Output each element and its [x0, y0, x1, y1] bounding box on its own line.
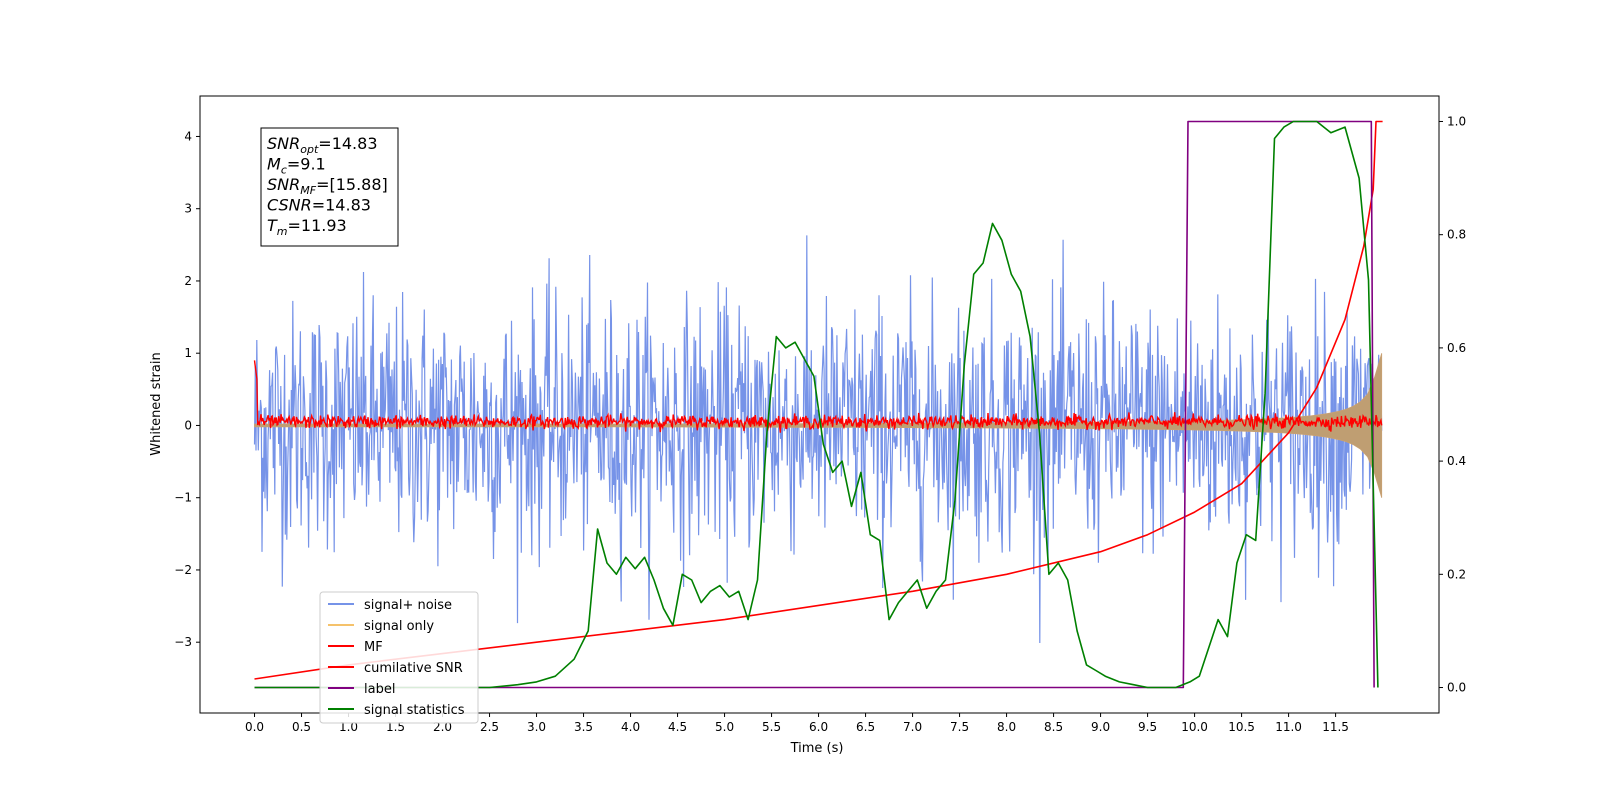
- y-tick-label: 2: [184, 274, 192, 288]
- x-tick-label: 9.0: [1091, 720, 1110, 734]
- y-tick-label: −2: [174, 563, 192, 577]
- y2-tick-label: 0.4: [1447, 454, 1466, 468]
- legend-label: MF: [364, 640, 383, 655]
- annotation-line: Tm=11.93: [267, 216, 347, 238]
- x-tick-label: 7.5: [950, 720, 969, 734]
- x-tick-label: 5.0: [715, 720, 734, 734]
- y-tick-label: 0: [184, 418, 192, 432]
- x-tick-label: 11.5: [1322, 720, 1349, 734]
- x-tick-label: 6.0: [809, 720, 828, 734]
- y2-tick-label: 1.0: [1447, 114, 1466, 128]
- y2-tick-label: 0.2: [1447, 567, 1466, 581]
- y2-tick-label: 0.6: [1447, 341, 1466, 355]
- x-tick-label: 6.5: [856, 720, 875, 734]
- x-tick-label: 0.0: [245, 720, 264, 734]
- plot-frame: [199, 95, 1440, 714]
- y-tick-label: 1: [184, 346, 192, 360]
- x-tick-label: 3.5: [574, 720, 593, 734]
- legend-label: label: [364, 682, 395, 697]
- legend-frame: [319, 591, 479, 724]
- series-line-mf: [253, 360, 1383, 433]
- annotation-frame: [260, 127, 399, 247]
- x-tick-label: 4.0: [621, 720, 640, 734]
- x-tick-label: 10.5: [1228, 720, 1255, 734]
- x-tick-label: 0.5: [292, 720, 311, 734]
- series-line-signal-noise: [253, 235, 1383, 644]
- y2-tick-label: 0.8: [1447, 228, 1466, 242]
- annotation-line: SNRopt=14.83: [267, 134, 378, 156]
- annotation-box: SNRopt=14.83Mc=9.1SNRMF=[15.88]CSNR=14.8…: [260, 127, 399, 247]
- y-tick-label: −1: [174, 491, 192, 505]
- legend-label: signal statistics: [364, 703, 465, 718]
- x-tick-label: 10.0: [1181, 720, 1208, 734]
- x-tick-label: 3.0: [527, 720, 546, 734]
- x-tick-label: 8.0: [997, 720, 1016, 734]
- x-tick-label: 2.5: [480, 720, 499, 734]
- legend-label: signal+ noise: [364, 598, 452, 613]
- legend-label: cumilative SNR: [364, 661, 463, 676]
- legend-label: signal only: [364, 619, 434, 634]
- y2-tick-label: 0.0: [1447, 681, 1466, 695]
- annotation-line: SNRMF=[15.88]: [267, 175, 388, 197]
- x-tick-label: 11.0: [1275, 720, 1302, 734]
- x-tick-label: 5.5: [762, 720, 781, 734]
- series-line-signal-statistics: [254, 120, 1379, 689]
- y-tick-label: −3: [174, 635, 192, 649]
- x-axis-label: Time (s): [790, 741, 844, 756]
- plot-area: [253, 120, 1383, 689]
- x-tick-label: 4.5: [668, 720, 687, 734]
- series-line-cumulative-snr: [254, 120, 1383, 680]
- annotation-line: CSNR=14.83: [267, 196, 371, 215]
- annotation-line: Mc=9.1: [267, 155, 326, 177]
- x-tick-label: 8.5: [1044, 720, 1063, 734]
- y-tick-label: 4: [184, 129, 192, 143]
- y-tick-label: 3: [184, 202, 192, 216]
- x-tick-label: 7.0: [903, 720, 922, 734]
- y-axis-label: Whitened strain: [149, 352, 164, 455]
- x-tick-label: 9.5: [1138, 720, 1157, 734]
- legend: signal+ noise signal only MF cumilative SNR…: [319, 591, 479, 724]
- series-line-label: [254, 120, 1375, 689]
